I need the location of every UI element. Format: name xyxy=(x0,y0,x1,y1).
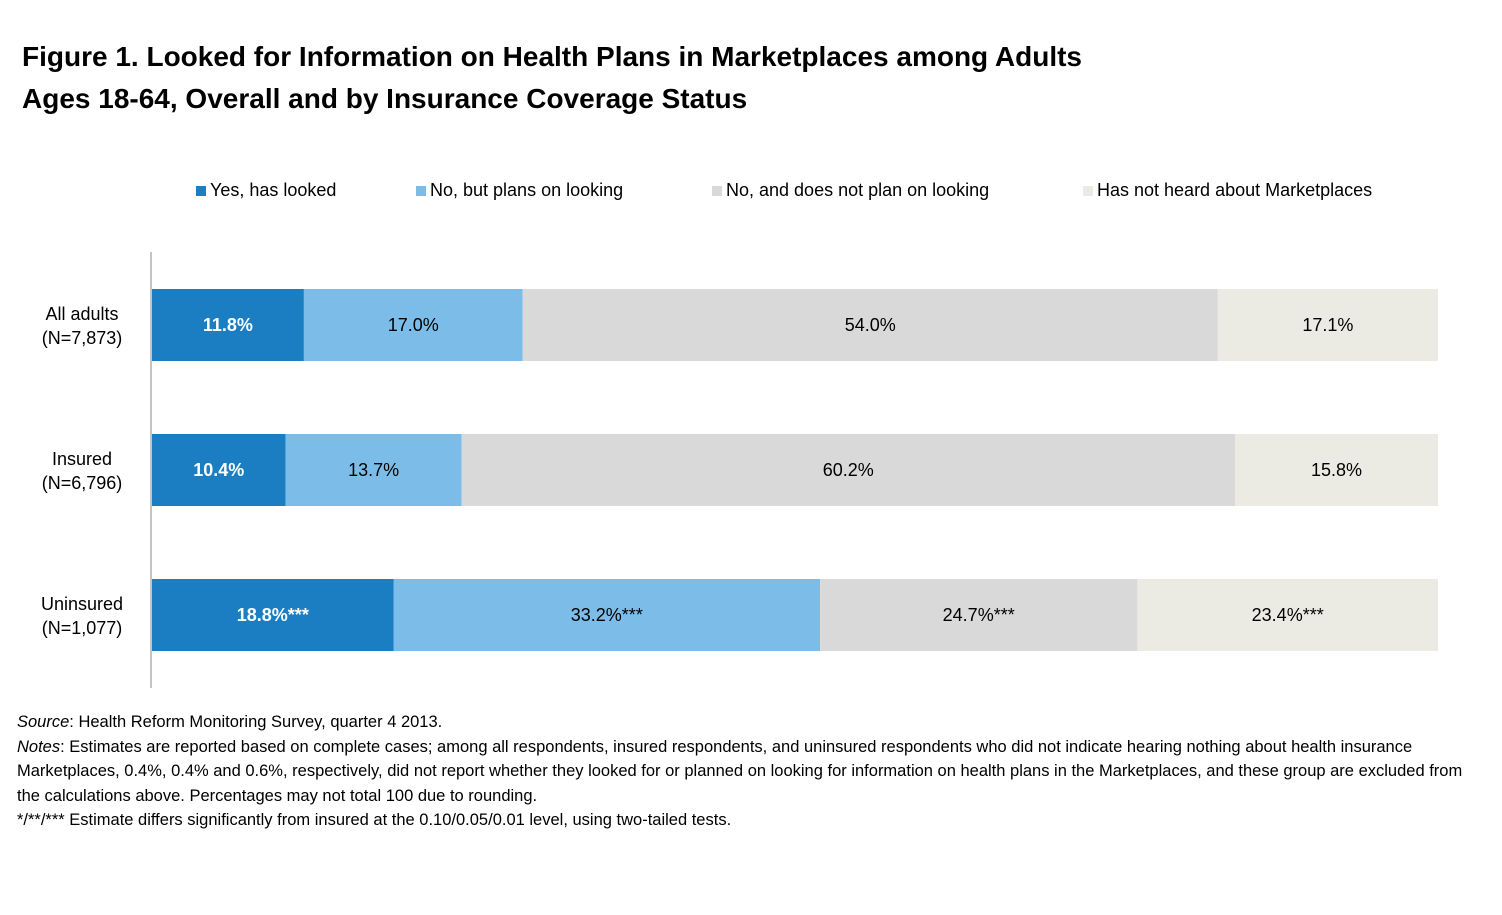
legend-label: No, and does not plan on looking xyxy=(726,180,990,200)
footnotes: Source: Health Reform Monitoring Survey,… xyxy=(17,710,1477,833)
legend-item: No, but plans on looking xyxy=(416,180,623,201)
legend: Yes, has looked No, but plans on looking N… xyxy=(196,180,1456,206)
bar-segment xyxy=(1137,579,1438,651)
data-label: 33.2%*** xyxy=(571,605,643,625)
bar-segment xyxy=(1235,434,1438,506)
category-label: Insured xyxy=(52,449,112,469)
data-label: 18.8%*** xyxy=(237,605,309,625)
data-label: 24.7%*** xyxy=(943,605,1015,625)
legend-swatch xyxy=(712,185,722,196)
bar-segment xyxy=(1217,289,1438,361)
bar-segment xyxy=(152,579,394,651)
category-sublabel: (N=6,796) xyxy=(42,473,123,493)
data-label: 11.8% xyxy=(203,315,253,335)
source-label: Source xyxy=(17,713,70,731)
legend-item: No, and does not plan on looking xyxy=(712,180,989,201)
notes-note: Notes: Estimates are reported based on c… xyxy=(17,735,1477,809)
notes-text: : Estimates are reported based on comple… xyxy=(17,737,1463,805)
data-label: 60.2% xyxy=(823,460,874,480)
legend-item: Yes, has looked xyxy=(196,180,336,201)
source-text: : Health Reform Monitoring Survey, quart… xyxy=(69,713,443,731)
legend-item: Has not heard about Marketplaces xyxy=(1083,180,1372,201)
bar-segment xyxy=(152,289,304,361)
category-label: All adults xyxy=(45,304,118,324)
data-label: 15.8% xyxy=(1311,460,1362,480)
category-sublabel: (N=7,873) xyxy=(42,328,123,348)
source-note: Source: Health Reform Monitoring Survey,… xyxy=(17,710,1477,735)
bar-segment xyxy=(303,289,523,361)
chart-title-line2: Ages 18-64, Overall and by Insurance Cov… xyxy=(22,83,748,114)
legend-swatch xyxy=(196,185,206,196)
notes-label: Notes xyxy=(17,737,61,756)
legend-label: Has not heard about Marketplaces xyxy=(1097,180,1373,200)
data-label: 54.0% xyxy=(845,315,896,335)
bar-segment xyxy=(820,579,1138,651)
bar-segment xyxy=(461,434,1236,506)
chart-title-line1: Figure 1. Looked for Information on Heal… xyxy=(22,41,1082,72)
bar-segment xyxy=(393,579,820,651)
bar-segment xyxy=(522,289,1218,361)
bar-segment xyxy=(285,434,462,506)
legend-label: Yes, has looked xyxy=(210,180,337,200)
category-label: Uninsured xyxy=(41,594,123,614)
chart-title: Figure 1. Looked for Information on Heal… xyxy=(22,36,1422,120)
data-label: 17.1% xyxy=(1302,315,1353,335)
data-label: 17.0% xyxy=(388,315,439,335)
bar-segment xyxy=(152,434,286,506)
data-label: 10.4% xyxy=(193,460,244,480)
significance-note: */**/*** Estimate differs significantly … xyxy=(17,811,732,829)
legend-label: No, but plans on looking xyxy=(430,180,624,200)
legend-swatch xyxy=(1083,185,1093,196)
category-sublabel: (N=1,077) xyxy=(42,618,123,638)
data-label: 23.4%*** xyxy=(1252,605,1324,625)
stacked-bar-chart: 11.8% 17.0% 54.0% 17.1% All adults (N=7,873) 1… xyxy=(41,252,1438,688)
legend-swatch xyxy=(416,185,426,196)
data-label: 13.7% xyxy=(348,460,399,480)
